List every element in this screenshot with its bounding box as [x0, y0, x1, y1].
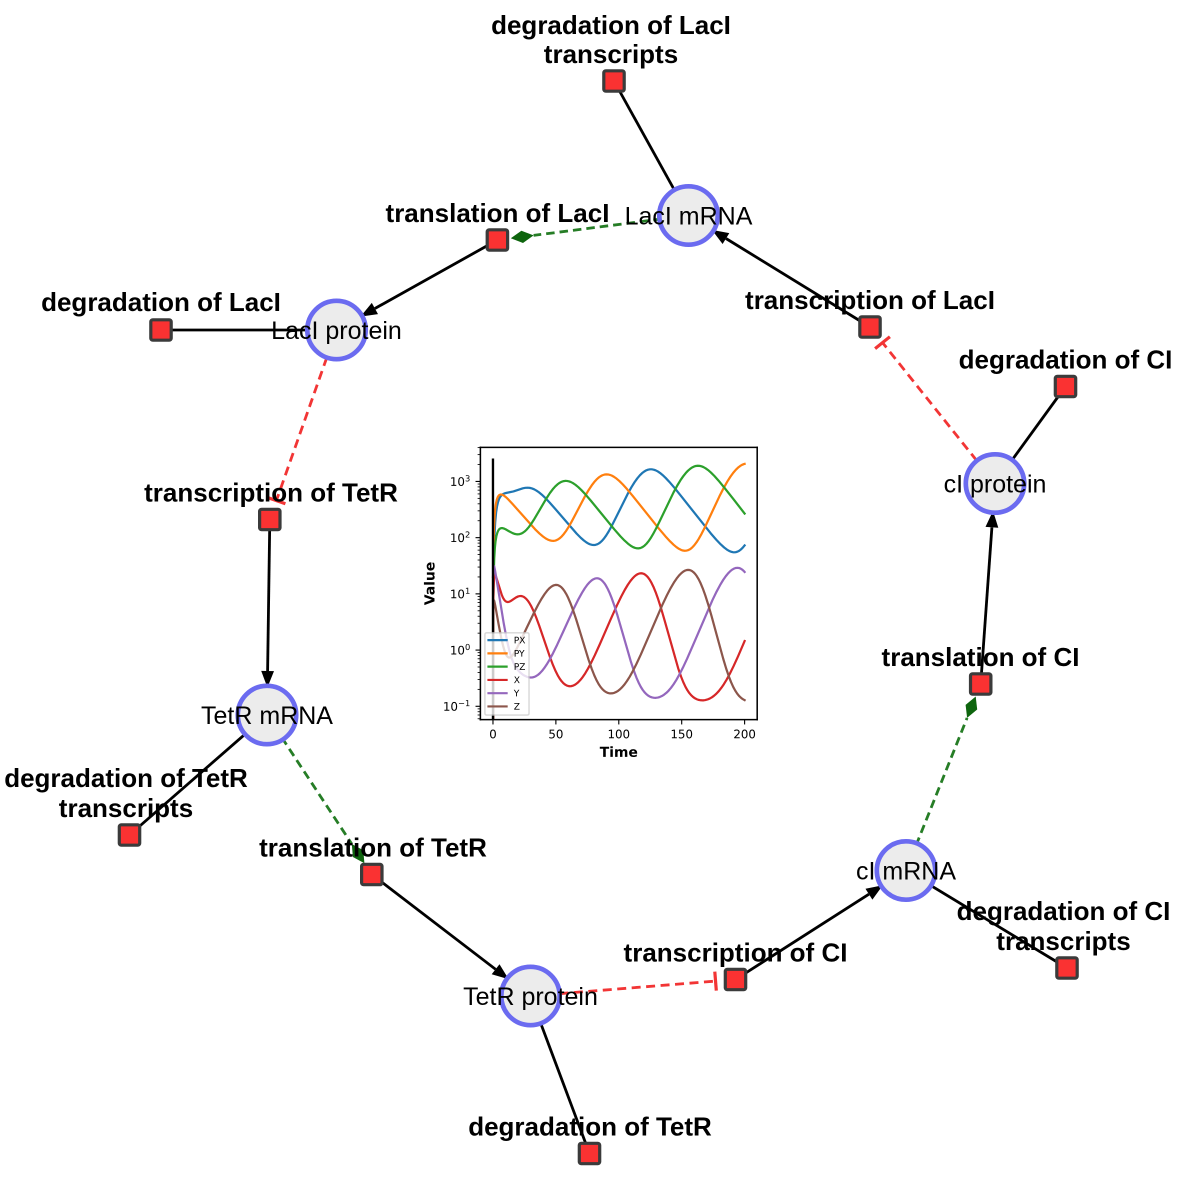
svg-text:TetR mRNA: TetR mRNA	[201, 702, 333, 730]
svg-text:transcripts: transcripts	[996, 926, 1130, 956]
svg-text:transcription of CI: transcription of CI	[624, 938, 848, 968]
svg-text:translation of TetR: translation of TetR	[259, 833, 487, 863]
svg-text:LacI protein: LacI protein	[271, 317, 402, 345]
svg-text:degradation of CI: degradation of CI	[959, 345, 1173, 375]
svg-text:TetR protein: TetR protein	[463, 983, 598, 1011]
svg-text:degradation of TetR: degradation of TetR	[468, 1112, 712, 1142]
svg-text:degradation of CI: degradation of CI	[957, 896, 1171, 926]
svg-text:translation of CI: translation of CI	[882, 642, 1080, 672]
svg-text:cI mRNA: cI mRNA	[856, 858, 956, 886]
svg-text:transcripts: transcripts	[59, 793, 193, 823]
svg-text:degradation of LacI: degradation of LacI	[41, 287, 281, 317]
svg-text:degradation of TetR: degradation of TetR	[4, 763, 248, 793]
svg-text:translation of LacI: translation of LacI	[386, 198, 610, 228]
svg-text:transcription of LacI: transcription of LacI	[745, 285, 995, 315]
svg-text:cI protein: cI protein	[944, 471, 1047, 499]
svg-text:degradation of LacI: degradation of LacI	[491, 10, 731, 40]
svg-text:transcripts: transcripts	[544, 39, 678, 69]
svg-text:transcription of TetR: transcription of TetR	[144, 478, 398, 508]
svg-text:LacI mRNA: LacI mRNA	[625, 203, 753, 231]
